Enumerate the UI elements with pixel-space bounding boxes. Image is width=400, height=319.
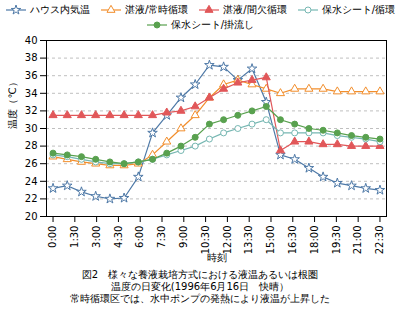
svg-text:時刻: 時刻 (207, 252, 227, 263)
svg-text:3:00: 3:00 (91, 226, 102, 248)
html-text:保水シート/掛流し: 保水シート/掛流し (170, 19, 255, 30)
svg-text:6:00: 6:00 (134, 226, 145, 248)
html-text:保水シート/循環: 保水シート/循環 (321, 4, 396, 15)
svg-text:20: 20 (25, 211, 38, 222)
svg-text:22: 22 (25, 193, 38, 204)
svg-text:34: 34 (25, 88, 38, 99)
svg-text:26: 26 (25, 158, 38, 169)
svg-text:10:30: 10:30 (200, 226, 211, 255)
svg-text:32: 32 (25, 105, 38, 116)
html-text:ハウス内気温: ハウス内気温 (29, 4, 90, 15)
svg-text:9:00: 9:00 (178, 226, 189, 248)
svg-text:温度（℃）: 温度（℃） (7, 77, 18, 128)
svg-text:36: 36 (25, 70, 38, 81)
html-text:常時循環区では、水中ポンプの発熱により液温が上昇した: 常時循環区では、水中ポンプの発熱により液温が上昇した (70, 293, 330, 304)
svg-text:13:30: 13:30 (243, 226, 254, 255)
svg-text:22:30: 22:30 (374, 226, 385, 255)
svg-text:4:30: 4:30 (113, 226, 124, 248)
svg-text:40: 40 (25, 35, 38, 46)
svg-text:1:30: 1:30 (69, 226, 80, 248)
svg-text:15:00: 15:00 (265, 226, 276, 255)
html-text:湛液/常時循環: 湛液/常時循環 (124, 4, 189, 15)
svg-text:12:00: 12:00 (222, 226, 233, 255)
svg-text:7:30: 7:30 (156, 226, 167, 248)
svg-text:0:00: 0:00 (47, 226, 58, 248)
svg-text:21:00: 21:00 (352, 226, 363, 255)
html-text:図2 様々な養液栽培方式における液温あるいは根圏: 図2 様々な養液栽培方式における液温あるいは根圏 (81, 269, 319, 280)
svg-text:24: 24 (25, 176, 38, 187)
html-text:温度の日変化(1996年6月16日 快晴）: 温度の日変化(1996年6月16日 快晴） (110, 281, 290, 292)
html-text:湛液/間欠循環: 湛液/間欠循環 (223, 4, 287, 15)
svg-text:18:00: 18:00 (309, 226, 320, 255)
svg-text:16:30: 16:30 (287, 226, 298, 255)
svg-text:38: 38 (25, 52, 38, 63)
svg-text:28: 28 (25, 140, 38, 151)
svg-text:19:30: 19:30 (331, 226, 342, 255)
svg-text:30: 30 (25, 123, 38, 134)
